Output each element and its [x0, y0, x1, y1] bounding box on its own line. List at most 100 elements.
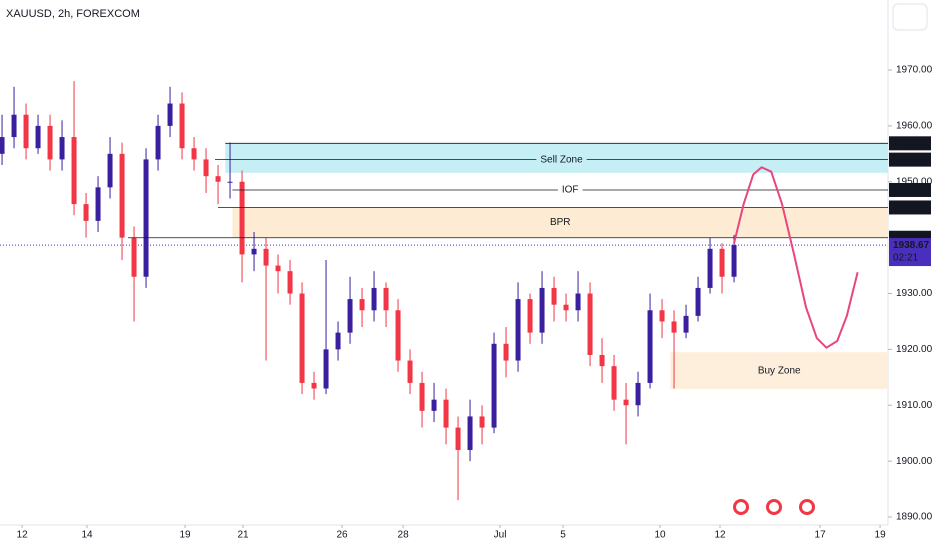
flag-icon [736, 502, 746, 512]
x-tick-label: 26 [336, 530, 348, 541]
candle-body [191, 148, 197, 160]
candle-body [635, 382, 641, 406]
candle-body [551, 287, 557, 305]
x-tick-label: 19 [875, 530, 887, 541]
candle-body [611, 366, 617, 400]
candle-body [143, 159, 149, 277]
y-tick-label: 1960.00 [896, 121, 932, 132]
candle-body [215, 176, 221, 182]
candle-body [383, 287, 389, 311]
candle-body [515, 299, 521, 361]
settings-button[interactable] [892, 3, 928, 31]
x-tick-label: 12 [714, 530, 726, 541]
candle-body [575, 293, 581, 311]
candle-body [239, 181, 245, 255]
candle-body [587, 293, 593, 355]
candle-body [167, 103, 173, 126]
candle-body [719, 248, 725, 277]
x-tick-label: 10 [654, 530, 666, 541]
candle-body [47, 125, 53, 160]
y-tick-label: 1890.00 [896, 512, 932, 523]
x-tick-label: 14 [81, 530, 93, 541]
candle-body [443, 399, 449, 428]
candle-body [131, 237, 137, 277]
y-tick-label: 1900.00 [896, 456, 932, 467]
x-tick-label: 21 [237, 530, 249, 541]
candle-body [371, 287, 377, 311]
candle-body [707, 248, 713, 288]
candle-body [563, 304, 569, 311]
candle-body [419, 382, 425, 411]
candle-body [263, 248, 269, 266]
candle-body [71, 137, 77, 205]
candle-body [731, 245, 737, 277]
flag-icon [769, 502, 779, 512]
candle-body [179, 103, 185, 149]
flags [733, 499, 815, 515]
candle-body [299, 293, 305, 383]
candle-body [359, 299, 365, 311]
countdown-label: 02:21 [893, 253, 918, 264]
current-price-label: 1938.67 [893, 240, 930, 251]
y-tick-label: 1920.00 [896, 344, 932, 355]
candle-body [491, 343, 497, 428]
x-tick-label: 17 [815, 530, 827, 541]
price-badge [889, 182, 931, 197]
chart-title: XAUUSD, 2h, FOREXCOM [6, 8, 140, 20]
level-label-bg [557, 183, 583, 196]
candle-body [659, 310, 665, 322]
candle-body [335, 332, 341, 350]
candle-body [203, 159, 209, 177]
candle-body [0, 137, 5, 154]
current-price-badge [889, 238, 931, 267]
y-tick-label: 1930.00 [896, 288, 932, 299]
y-tick-label: 1950.00 [896, 176, 932, 187]
price-badge [889, 200, 931, 215]
candle-body [347, 299, 353, 333]
candle-body [539, 287, 545, 333]
y-tick-label: 1970.00 [896, 65, 932, 76]
candle-body [323, 349, 329, 389]
price-badge-label: 1945.40 [893, 203, 930, 214]
zone [232, 207, 888, 238]
candle-body [119, 153, 125, 238]
candle-body [23, 114, 29, 149]
candle-body [455, 427, 461, 450]
candle-body [251, 248, 257, 255]
level-label: IOF [562, 185, 579, 196]
candle-body [695, 287, 701, 316]
candle-body [407, 360, 413, 383]
candle-body [95, 187, 101, 221]
candle-body [311, 382, 317, 389]
candle-body [395, 310, 401, 361]
candle-body [599, 354, 605, 367]
x-tick-label: 19 [179, 530, 191, 541]
level-label-bg [536, 153, 587, 166]
zone-label: Buy Zone [758, 365, 801, 376]
price-badge-label: 1953.96 [893, 155, 930, 166]
price-badge [889, 152, 931, 167]
projection-curve [733, 166, 859, 349]
candle-body [287, 271, 293, 294]
candle-body [503, 343, 509, 361]
candle-body [83, 204, 89, 221]
zone-label: BPR [550, 217, 571, 228]
candle-body [467, 416, 473, 450]
x-tick-label: 12 [17, 530, 29, 541]
level-label: Sell Zone [540, 154, 583, 165]
price-badge [889, 136, 931, 151]
candle-body [683, 315, 689, 333]
candle-body [227, 181, 233, 183]
candle-body [647, 310, 653, 383]
candle-body [275, 265, 281, 272]
price-badge-label: 1956.88 [893, 138, 930, 149]
price-badge-label: 1948.53 [893, 185, 930, 196]
candle-body [431, 399, 437, 411]
x-tick-label: 5 [560, 530, 566, 541]
flag-icon [802, 502, 812, 512]
candle-body [11, 114, 17, 138]
candle-body [35, 125, 41, 149]
zone [670, 352, 888, 390]
